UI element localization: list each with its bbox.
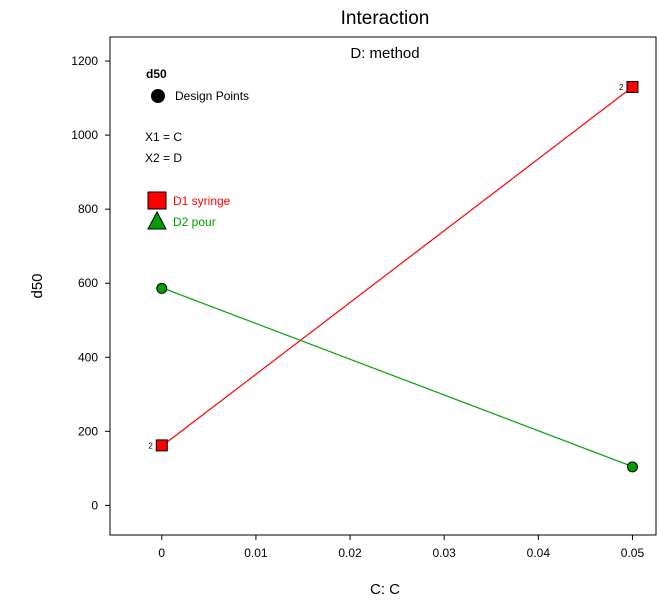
design-point-marker-icon [151,89,165,103]
design-point-d2 [626,461,638,473]
x-tick-label: 0.01 [244,546,268,560]
legend-factor-x1: X1 = C [145,130,182,144]
design-point-d1 [155,439,168,452]
y-axis-label: d50 [29,273,46,298]
y-tick-label: 400 [78,350,98,364]
series-line-d2-pour [161,287,633,468]
x-tick-label: 0.05 [621,546,645,560]
y-tick-label: 0 [91,498,98,512]
design-point-d1 [626,80,639,93]
legend-factor-x2: X2 = D [145,151,182,165]
chart-subtitle: D: method [350,45,419,62]
design-points: 22 [148,80,639,473]
legend-triangle-marker-icon [147,210,167,230]
y-tick-label: 200 [78,424,98,438]
legend-square-marker-icon [147,191,167,210]
y-tick-label: 800 [78,202,98,216]
series-line-d1-syringe [161,86,633,447]
legend-design-points: Design Points [175,89,249,103]
legend-series-d1: D1 syringe [173,194,231,208]
series-lines [161,86,633,468]
legend-response: d50 [146,67,167,81]
design-point-d2 [156,282,168,294]
x-tick-label: 0 [158,546,165,560]
replicate-count-label: 2 [148,441,153,450]
y-tick-label: 1000 [71,128,98,142]
chart-title: Interaction [341,8,430,29]
replicate-count-label: 2 [619,83,624,92]
x-tick-label: 0.03 [433,546,457,560]
y-tick-label: 1200 [71,54,98,68]
x-axis-label: C: C [370,581,400,598]
legend: d50 Design Points X1 = C X2 = D D1 syrin… [145,67,249,230]
legend-series-d2: D2 pour [173,215,216,229]
x-axis: 0 0.01 0.02 0.03 0.04 0.05 [158,535,644,560]
x-tick-label: 0.04 [527,546,551,560]
x-tick-label: 0.02 [338,546,362,560]
plot-frame [109,36,657,536]
y-axis: 0 200 400 600 800 1000 1200 [71,54,110,512]
y-tick-label: 600 [78,276,98,290]
